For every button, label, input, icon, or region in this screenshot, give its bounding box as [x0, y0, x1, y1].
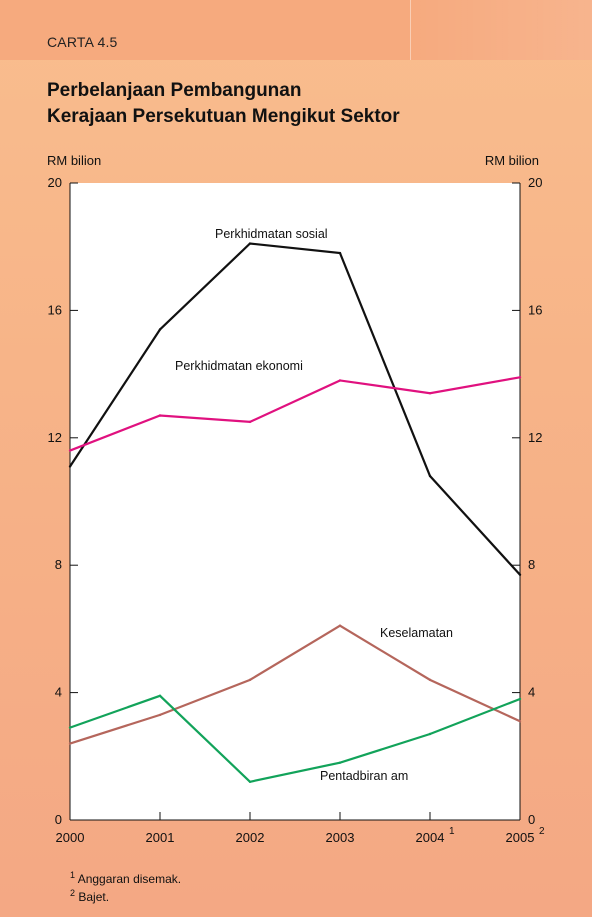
data-point-general_admin [338, 761, 342, 764]
x-tick-label: 2000 [56, 830, 85, 845]
data-point-general_admin [428, 732, 432, 736]
data-point-social [158, 328, 162, 331]
series-line-economic [69, 376, 521, 452]
data-point-social [248, 242, 252, 245]
series-line-security [69, 624, 521, 745]
y-tick-label-left: 20 [48, 175, 62, 190]
x-tick-label: 2005 [506, 830, 535, 845]
y-axis-unit-right: RM bilion [484, 153, 539, 168]
chart-title-line-1: Perbelanjaan Pembangunan [47, 80, 302, 101]
x-tick-label: 2002 [236, 830, 265, 845]
chart-label: CARTA 4.5 [47, 34, 118, 50]
series-line-general_admin [69, 694, 521, 783]
y-tick-label-left: 0 [55, 812, 62, 827]
y-tick-label-left: 12 [48, 430, 62, 445]
plot-area [70, 183, 520, 820]
y-tick-label-right: 8 [528, 557, 535, 572]
data-point-security [428, 678, 432, 682]
data-point-social [518, 573, 522, 576]
y-tick-label-left: 4 [55, 685, 62, 700]
data-point-social [68, 465, 72, 468]
data-point-economic [518, 376, 522, 379]
y-tick-label-left: 8 [55, 557, 62, 572]
y-tick-label-right: 16 [528, 302, 542, 317]
x-tick-label: 2004 [416, 830, 445, 845]
data-point-security [158, 713, 162, 717]
header-band-highlight [410, 0, 592, 60]
header-band [0, 0, 592, 60]
data-point-security [68, 742, 72, 745]
chart-title: Perbelanjaan Pembangunan Kerajaan Persek… [47, 78, 400, 130]
data-point-general_admin [518, 697, 522, 701]
y-tick-label-right: 4 [528, 685, 535, 700]
series-label: Keselamatan [380, 626, 453, 640]
chart-title-line-2: Kerajaan Persekutuan Mengikut Sektor [47, 106, 400, 127]
footnote-1: 1 Anggaran disemak. [70, 868, 181, 886]
data-point-social [338, 251, 342, 255]
series-label: Perkhidmatan ekonomi [175, 359, 303, 373]
data-point-general_admin [68, 726, 72, 729]
data-point-economic [68, 449, 72, 452]
data-point-economic [338, 379, 342, 382]
data-point-social [428, 474, 432, 478]
footnote-1-text: Anggaran disemak. [77, 872, 182, 886]
y-tick-label-left: 16 [48, 302, 62, 317]
data-point-security [338, 624, 342, 627]
footnote-2: 2 Bajet. [70, 886, 181, 904]
footnotes: 1 Anggaran disemak. 2 Bajet. [70, 868, 181, 904]
data-point-economic [428, 392, 432, 395]
data-point-security [518, 720, 522, 723]
data-point-security [248, 678, 252, 682]
x-tick-superscript: 2 [539, 826, 545, 837]
footnote-1-mark: 1 [70, 870, 76, 880]
series-label: Pentadbiran am [320, 769, 408, 783]
x-tick-label: 2001 [146, 830, 175, 845]
data-point-general_admin [158, 694, 162, 697]
series-label: Perkhidmatan sosial [215, 227, 328, 241]
footnote-2-text: Bajet. [78, 890, 110, 904]
data-point-economic [158, 414, 162, 417]
y-tick-label-right: 20 [528, 175, 542, 190]
data-point-economic [248, 420, 252, 424]
y-axis-unit-left: RM bilion [47, 153, 102, 168]
data-point-general_admin [248, 780, 252, 783]
y-tick-label-right: 12 [528, 430, 542, 445]
y-tick-label-right: 0 [528, 812, 535, 827]
x-tick-label: 2003 [326, 830, 355, 845]
series-line-social [69, 242, 521, 576]
footnote-2-mark: 2 [70, 888, 76, 898]
x-tick-superscript: 1 [449, 826, 455, 837]
